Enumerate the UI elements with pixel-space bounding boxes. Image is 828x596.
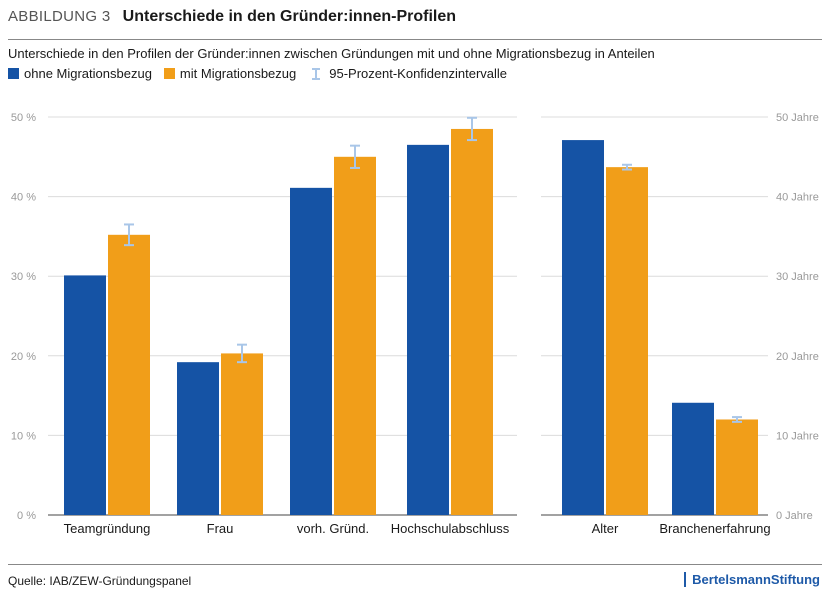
y-tick-label: 30 % bbox=[11, 271, 36, 283]
legend-item-series2: mit Migrationsbezug bbox=[163, 66, 297, 81]
figure-heading: ABBILDUNG 3 Unterschiede in den Gründer:… bbox=[8, 8, 456, 26]
category-label: Hochschulabschluss bbox=[391, 521, 510, 536]
category-label: Frau bbox=[207, 521, 234, 536]
y-tick-label: 20 % bbox=[11, 351, 36, 363]
brand-logo: BertelsmannStiftung bbox=[684, 572, 820, 587]
bar-ohne-0 bbox=[64, 275, 106, 515]
y-tick-label: 20 Jahre bbox=[776, 351, 819, 363]
y-tick-label: 0 % bbox=[17, 510, 36, 522]
legend-label-ci: 95-Prozent-Konfidenzintervalle bbox=[329, 66, 508, 81]
bar-mit-3 bbox=[451, 128, 493, 515]
figure-label: ABBILDUNG 3 bbox=[8, 8, 111, 25]
bar-mit-1 bbox=[716, 419, 758, 515]
legend-item-ci: 95-Prozent-Konfidenzintervalle bbox=[308, 66, 507, 81]
legend-swatch-series1 bbox=[8, 68, 19, 79]
source-note: Quelle: IAB/ZEW-Gründungspanel bbox=[8, 574, 192, 588]
category-label: Alter bbox=[592, 521, 619, 536]
bar-mit-0 bbox=[606, 167, 648, 515]
y-tick-label: 10 Jahre bbox=[776, 430, 819, 442]
bar-ohne-2 bbox=[290, 187, 332, 515]
legend: ohne Migrationsbezug mit Migrationsbezug… bbox=[8, 66, 519, 81]
y-tick-label: 50 % bbox=[11, 112, 36, 124]
legend-label-series2: mit Migrationsbezug bbox=[179, 66, 297, 81]
legend-item-series1: ohne Migrationsbezug bbox=[8, 66, 152, 81]
legend-swatch-series2 bbox=[163, 68, 175, 79]
bottom-divider bbox=[8, 564, 822, 565]
bar-ohne-0 bbox=[562, 140, 604, 516]
category-label: Branchenerfahrung bbox=[659, 521, 770, 536]
y-tick-label: 10 % bbox=[11, 430, 36, 442]
y-tick-label: 0 Jahre bbox=[776, 510, 813, 522]
bar-mit-1 bbox=[221, 353, 263, 515]
y-tick-label: 40 % bbox=[11, 192, 36, 204]
category-label: vorh. Gründ. bbox=[297, 521, 369, 536]
category-label: Teamgründung bbox=[64, 521, 151, 536]
legend-label-series1: ohne Migrationsbezug bbox=[24, 66, 152, 81]
bar-ohne-1 bbox=[177, 362, 219, 515]
y-tick-label: 50 Jahre bbox=[776, 112, 819, 124]
bar-ohne-1 bbox=[672, 402, 714, 515]
y-tick-label: 40 Jahre bbox=[776, 192, 819, 204]
confidence-interval-icon bbox=[312, 67, 321, 80]
bar-mit-0 bbox=[108, 234, 150, 516]
figure-title: Unterschiede in den Gründer:innen-Profil… bbox=[122, 8, 457, 25]
chart-subtitle: Unterschiede in den Profilen der Gründer… bbox=[8, 46, 655, 61]
bar-ohne-3 bbox=[407, 144, 449, 516]
top-divider bbox=[8, 39, 822, 40]
y-tick-label: 30 Jahre bbox=[776, 271, 819, 283]
bar-mit-2 bbox=[334, 156, 376, 516]
